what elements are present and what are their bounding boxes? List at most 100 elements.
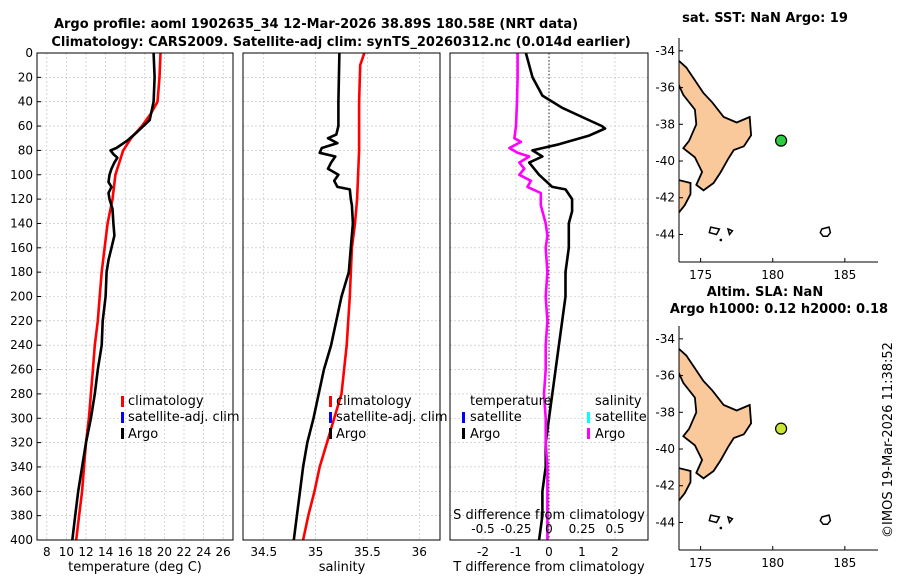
top-x-tick-label: -0.25 xyxy=(500,522,531,536)
map-y-tick-label: -36 xyxy=(655,369,675,383)
difference-top-label: S difference from climatology xyxy=(453,508,645,523)
top-x-tick-label: 0.5 xyxy=(605,522,624,536)
series-line-climatology xyxy=(301,52,366,541)
island-dot xyxy=(719,526,723,530)
sst-map-panel: -34 -36 -38 -40 -42 -44 175 180 185 xyxy=(655,38,878,282)
legend-label-argo: Argo xyxy=(128,427,158,442)
x-tick-label: 36 xyxy=(412,545,427,559)
legend-label-climatology: climatology xyxy=(336,394,412,409)
map-y-tick-label: -42 xyxy=(655,191,675,205)
map-y-tick-label: -34 xyxy=(655,332,675,346)
map-x-tick-label: 185 xyxy=(833,556,856,570)
legend-title-temperature: temperature xyxy=(470,394,552,409)
legend-swatch-sal-argo xyxy=(587,428,590,439)
x-tick-label: -2 xyxy=(477,545,489,559)
x-tick-label: 2 xyxy=(611,545,619,559)
legend-title-salinity: salinity xyxy=(595,394,642,409)
legend-label-sal-satellite: satellite xyxy=(595,410,647,425)
top-x-tick-label: 0.25 xyxy=(569,522,596,536)
imos-credit: ©IMOS 19-Mar-2026 11:38:52 xyxy=(881,342,896,538)
y-tick-label: 0 xyxy=(25,46,33,60)
legend-label-temp-satellite: satellite xyxy=(470,410,522,425)
map-y-tick-label: -44 xyxy=(655,515,675,529)
y-tick-label: 380 xyxy=(10,509,33,523)
legend-swatch-temp-satellite xyxy=(462,412,465,423)
map-x-tick-label: 185 xyxy=(833,268,856,282)
legend-label-argo: Argo xyxy=(336,427,366,442)
map-y-tick-label: -40 xyxy=(655,442,675,456)
map-x-tick-label: 175 xyxy=(689,268,712,282)
x-tick-label: 22 xyxy=(176,545,191,559)
x-tick-label: 24 xyxy=(196,545,211,559)
legend-swatch-satellite-adj xyxy=(329,412,332,423)
legend-swatch-sal-satellite xyxy=(587,412,590,423)
sst-map-title: sat. SST: NaN Argo: 19 xyxy=(682,11,848,26)
legend-swatch-argo xyxy=(121,428,124,439)
y-tick-label: 20 xyxy=(18,70,33,84)
y-tick-label: 200 xyxy=(10,290,33,304)
sla-map-title-line1: Altim. SLA: NaN xyxy=(707,285,823,300)
top-x-tick-label: -0.5 xyxy=(471,522,494,536)
island xyxy=(708,514,721,524)
y-tick-label: 220 xyxy=(10,314,33,328)
map-y-tick-label: -36 xyxy=(655,81,675,95)
y-tick-label: 120 xyxy=(10,192,33,206)
x-tick-label: 35 xyxy=(308,545,323,559)
y-tick-label: 400 xyxy=(10,533,33,547)
legend-swatch-climatology xyxy=(121,396,124,407)
plot-frame xyxy=(449,52,649,541)
plot-frame xyxy=(36,52,234,541)
coastline-group xyxy=(679,347,832,530)
x-tick-label: 35.5 xyxy=(354,545,381,559)
y-tick-label: 340 xyxy=(10,460,33,474)
island xyxy=(708,226,721,236)
argo-float-marker xyxy=(774,422,788,435)
map-y-tick-label: -42 xyxy=(655,479,675,493)
sla-map-panel: -34 -36 -38 -40 -42 -44 175 180 185 xyxy=(655,326,878,570)
difference-xlabel: T difference from climatology xyxy=(452,560,645,575)
chatham-islands xyxy=(819,514,832,526)
x-tick-label: 34.5 xyxy=(250,545,277,559)
y-tick-label: 280 xyxy=(10,387,33,401)
legend-swatch-temp-argo xyxy=(462,428,465,439)
map-x-tick-label: 175 xyxy=(689,556,712,570)
x-tick-label: 18 xyxy=(137,545,152,559)
argo-float-marker xyxy=(774,134,788,147)
y-tick-label: 240 xyxy=(10,338,33,352)
y-tick-label: 80 xyxy=(18,143,33,157)
y-tick-label: 100 xyxy=(10,168,33,182)
map-y-tick-label: -44 xyxy=(655,227,675,241)
gridlines xyxy=(37,52,233,541)
y-tick-label: 360 xyxy=(10,484,33,498)
legend-swatch-satellite-adj xyxy=(121,412,124,423)
legend-label-satellite-adj: satellite-adj. clim xyxy=(336,410,448,425)
south-island xyxy=(679,179,692,214)
x-tick-label: 14 xyxy=(98,545,113,559)
legend-label-sal-argo: Argo xyxy=(595,427,625,442)
y-tick-label: 40 xyxy=(18,95,33,109)
north-island xyxy=(679,59,753,192)
temperature-panel: 8 10 12 14 16 18 20 22 24 26020406080100120140160… xyxy=(10,46,234,559)
figure-title-line2: Climatology: CARS2009. Satellite-adj cli… xyxy=(51,35,630,50)
x-tick-label: 26 xyxy=(216,545,231,559)
north-island xyxy=(679,347,753,480)
legend-label-satellite-adj: satellite-adj. clim xyxy=(128,410,240,425)
temperature-xlabel: temperature (deg C) xyxy=(68,560,202,575)
x-tick-label: 12 xyxy=(78,545,93,559)
plot-frame xyxy=(242,52,441,541)
coastline-group xyxy=(679,59,832,242)
salinity-legend: climatology satellite-adj. clim Argo xyxy=(329,394,448,442)
legend-swatch-argo xyxy=(329,428,332,439)
legend-swatch-climatology xyxy=(329,396,332,407)
salinity-xlabel: salinity xyxy=(319,560,366,575)
chatham-islands xyxy=(819,226,832,238)
map-y-tick-label: -38 xyxy=(655,405,675,419)
legend-label-temp-argo: Argo xyxy=(470,427,500,442)
south-island xyxy=(679,467,692,502)
series-line-temperature-argo xyxy=(524,52,607,541)
x-tick-label: 16 xyxy=(118,545,133,559)
x-tick-label: 1 xyxy=(578,545,586,559)
y-tick-label: 180 xyxy=(10,265,33,279)
legend-label-climatology: climatology xyxy=(128,394,204,409)
map-x-tick-label: 180 xyxy=(761,556,784,570)
